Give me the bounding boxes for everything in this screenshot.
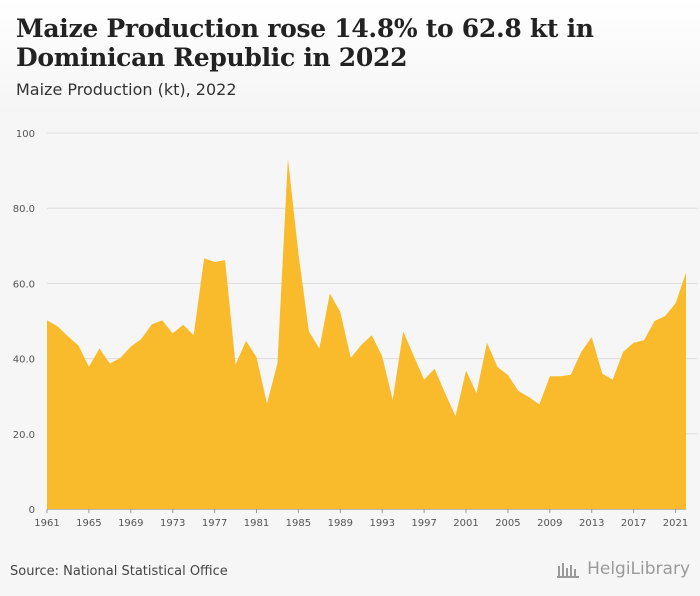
- y-tick-label: 80.0: [13, 204, 35, 215]
- x-tick-label: 2001: [453, 518, 478, 529]
- chart-header: Maize Production rose 14.8% to 62.8 kt i…: [0, 0, 700, 113]
- y-tick-label: 100: [16, 129, 35, 140]
- x-tick-label: 1973: [160, 518, 185, 529]
- x-tick-label: 1961: [34, 518, 59, 529]
- y-tick-label: 20.0: [13, 430, 35, 441]
- brand-logo[interactable]: HelgiLibrary: [557, 559, 690, 579]
- x-tick-label: 1993: [369, 518, 394, 529]
- x-tick-label: 2021: [663, 518, 688, 529]
- y-tick-label: 40.0: [13, 355, 35, 366]
- x-tick-label: 1985: [286, 518, 311, 529]
- x-tick-label: 1965: [76, 518, 101, 529]
- x-tick-label: 1977: [202, 518, 227, 529]
- x-tick-label: 2013: [579, 518, 604, 529]
- y-tick-label: 60.0: [13, 279, 35, 290]
- x-tick-label: 2017: [621, 518, 646, 529]
- library-icon: [557, 563, 580, 578]
- source-note: Source: National Statistical Office: [10, 564, 228, 579]
- x-tick-label: 2009: [537, 518, 562, 529]
- series-area: [47, 158, 686, 509]
- chart-title: Maize Production rose 14.8% to 62.8 kt i…: [16, 14, 594, 72]
- x-tick-label: 1969: [118, 518, 143, 529]
- y-tick-label: 0: [29, 505, 35, 516]
- chart-footer: Source: National Statistical Office Helg…: [0, 543, 700, 596]
- x-tick-label: 1989: [328, 518, 353, 529]
- chart-area: 0 20.0 40.0 60.0 80.0 100 1961 1965 1969 1973 1977…: [0, 113, 700, 543]
- x-tick-label: 1981: [244, 518, 269, 529]
- x-tick-label: 2005: [495, 518, 520, 529]
- brand-name: HelgiLibrary: [587, 559, 690, 579]
- x-tick-label: 1997: [411, 518, 436, 529]
- area-chart: 0 20.0 40.0 60.0 80.0 100 1961 1965 1969 1973 1977…: [13, 129, 698, 529]
- chart-subtitle: Maize Production (kt), 2022: [16, 80, 237, 99]
